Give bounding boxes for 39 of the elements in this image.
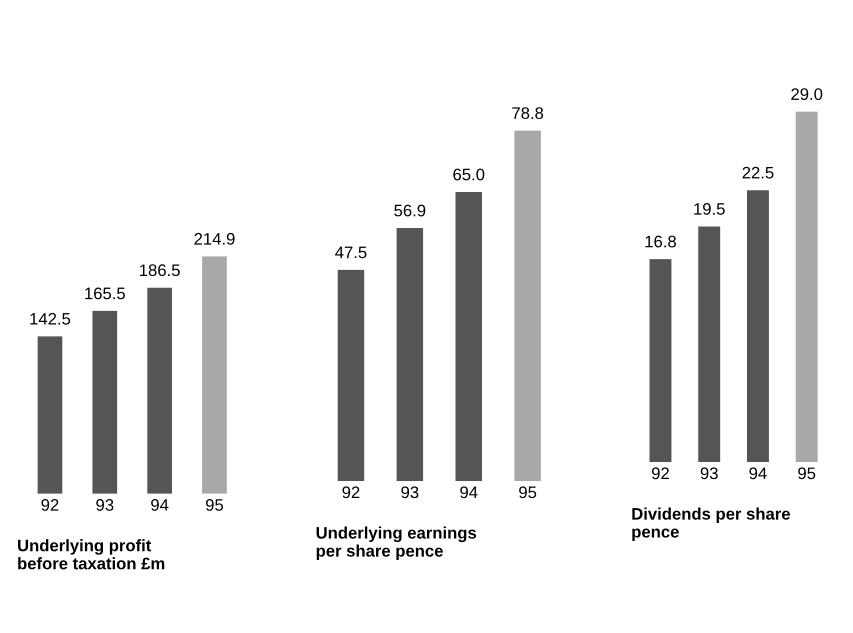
- data-label: 56.9: [394, 204, 426, 216]
- x-tick-label: 93: [700, 467, 718, 480]
- x-axis-title: Underlying earnings per share pence: [316, 526, 476, 560]
- bar: [396, 228, 424, 482]
- x-tick-label: 92: [342, 486, 360, 498]
- bar: [746, 190, 769, 462]
- x-tick-label: 95: [519, 486, 536, 498]
- x-tick-label: 92: [41, 499, 58, 511]
- x-tick-label: 95: [798, 467, 816, 480]
- bar: [338, 270, 364, 482]
- x-tick-label: 93: [96, 499, 114, 511]
- bar: [514, 130, 541, 482]
- x-tick-label: 94: [151, 499, 168, 511]
- data-label: 29.0: [791, 88, 822, 100]
- x-tick-label: 92: [652, 467, 669, 480]
- bar: [650, 259, 672, 462]
- x-tick-label: 94: [749, 467, 767, 480]
- bar: [796, 112, 818, 462]
- bar: [147, 288, 172, 494]
- data-label: 65.0: [453, 168, 484, 180]
- data-label: 19.5: [694, 203, 725, 215]
- data-label: 214.9: [194, 232, 235, 245]
- bar: [92, 310, 118, 494]
- data-label: 186.5: [140, 264, 180, 276]
- data-label: 78.8: [512, 107, 544, 120]
- x-tick-label: 94: [460, 486, 478, 498]
- x-tick-label: 95: [206, 499, 224, 511]
- bar: [38, 336, 62, 494]
- bar: [202, 256, 227, 494]
- data-label: 142.5: [30, 312, 70, 325]
- data-label: 47.5: [335, 246, 366, 258]
- x-axis-title: Dividends per share pence: [632, 507, 790, 541]
- x-axis-title: Underlying profit before taxation £m: [18, 539, 164, 570]
- bar: [698, 226, 720, 462]
- bar: [455, 192, 482, 482]
- data-label: 16.8: [646, 236, 676, 248]
- data-label: 165.5: [85, 288, 125, 300]
- data-label: 22.5: [742, 166, 774, 179]
- x-tick-label: 93: [401, 486, 418, 498]
